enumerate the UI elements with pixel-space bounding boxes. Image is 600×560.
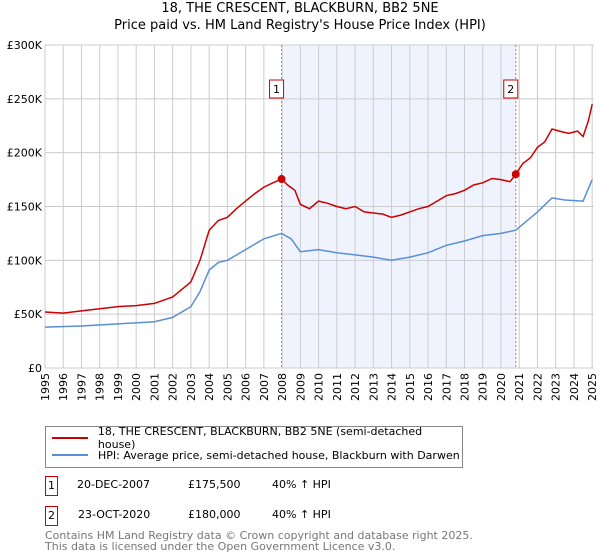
transaction-row: 2 23-OCT-2020 £180,000 40% ↑ HPI [45, 506, 445, 526]
x-tick-label: 2007 [258, 373, 271, 401]
legend-swatch-red [52, 437, 88, 439]
chart-subtitle: Price paid vs. HM Land Registry's House … [114, 18, 486, 33]
annotation-box [269, 79, 285, 99]
x-tick-label: 1997 [75, 373, 88, 401]
x-tick-label: 2013 [367, 373, 380, 401]
x-tick-label: 1996 [57, 373, 70, 401]
x-tick-label: 2015 [404, 373, 417, 401]
legend: 18, THE CRESCENT, BLACKBURN, BB2 5NE (se… [45, 425, 463, 468]
x-tick-label: 2023 [550, 373, 563, 401]
x-tick-label: 2022 [531, 373, 544, 401]
annotation-label: 1 [273, 83, 280, 96]
footer: Contains HM Land Registry data © Crown c… [45, 530, 473, 552]
x-tick-label: 2024 [568, 373, 581, 401]
y-tick-label: £300K [7, 39, 43, 52]
chart-title: 18, THE CRESCENT, BLACKBURN, BB2 5NE [161, 1, 439, 16]
transaction-hpi: 40% ↑ HPI [272, 508, 331, 521]
y-tick-label: £200K [7, 147, 43, 160]
x-tick-label: 2000 [130, 373, 143, 401]
hpi-line [44, 179, 593, 328]
transaction-marker: 1 [45, 476, 58, 496]
x-tick-label: 1998 [94, 373, 107, 401]
x-tick-label: 2009 [294, 373, 307, 401]
legend-label: HPI: Average price, semi-detached house,… [98, 448, 460, 462]
x-tick-label: 2021 [513, 373, 526, 401]
annotation-label: 2 [507, 83, 514, 96]
x-tick-label: 2001 [148, 373, 161, 401]
legend-swatch-blue [52, 454, 88, 456]
x-tick-label: 2010 [313, 373, 326, 401]
transaction-price: £180,000 [188, 508, 241, 521]
transaction-date: 23-OCT-2020 [78, 508, 151, 521]
transaction-hpi: 40% ↑ HPI [272, 478, 331, 491]
property-price-line [44, 104, 593, 314]
transaction-row: 1 20-DEC-2007 £175,500 40% ↑ HPI [45, 476, 445, 496]
x-tick-label: 2006 [240, 373, 253, 401]
x-tick-label: 2011 [331, 373, 344, 401]
transaction-marker: 2 [45, 506, 58, 526]
x-tick-label: 2008 [276, 373, 289, 401]
x-tick-label: 2016 [422, 373, 435, 401]
footer-copyright: Contains HM Land Registry data © Crown c… [45, 529, 473, 542]
y-tick-label: £250K [7, 93, 43, 106]
annotation-box [503, 79, 519, 99]
x-tick-label: 2014 [386, 373, 399, 401]
y-tick-label: £100K [7, 254, 43, 267]
legend-item-property: 18, THE CRESCENT, BLACKBURN, BB2 5NE (se… [52, 425, 462, 451]
x-tick-label: 2002 [167, 373, 180, 401]
y-tick-label: £50K [14, 308, 43, 321]
legend-label: 18, THE CRESCENT, BLACKBURN, BB2 5NE (se… [97, 425, 423, 451]
y-tick-label: £150K [7, 201, 43, 214]
x-tick-label: 2004 [203, 373, 216, 401]
x-tick-label: 2003 [185, 373, 198, 401]
x-tick-label: 1995 [39, 373, 52, 401]
footer-licence: This data is licensed under the Open Gov… [45, 540, 396, 553]
x-tick-label: 2025 [586, 373, 599, 401]
x-tick-label: 2017 [440, 373, 453, 401]
transaction-date: 20-DEC-2007 [77, 478, 151, 491]
x-tick-label: 2005 [221, 373, 234, 401]
transaction-price: £175,500 [188, 478, 241, 491]
legend-item-hpi: HPI: Average price, semi-detached house,… [52, 447, 460, 463]
price-chart: 1995 1996 1997 1998 1999 2000 2001 2002 2003 2004… [7, 39, 599, 401]
x-tick-label: 2020 [495, 373, 508, 401]
x-tick-label: 2019 [477, 373, 490, 401]
sale-point [511, 170, 520, 179]
x-tick-label: 2012 [349, 373, 362, 401]
y-tick-label: £0 [28, 362, 42, 375]
sale-point [277, 175, 286, 184]
x-tick-label: 2018 [459, 373, 472, 401]
x-tick-label: 1999 [112, 373, 125, 401]
